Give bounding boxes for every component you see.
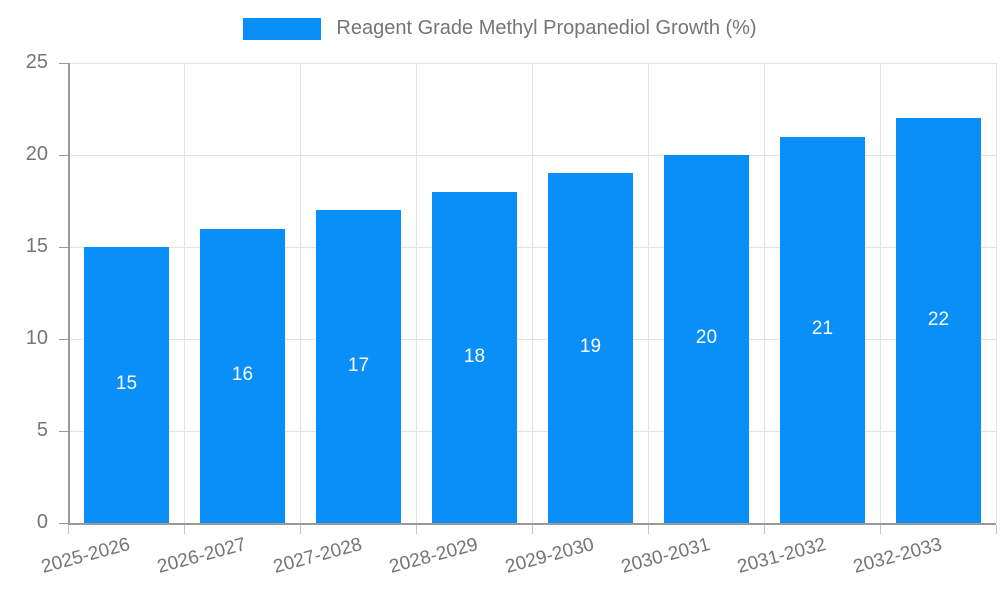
x-gridline bbox=[996, 63, 997, 523]
x-gridline bbox=[300, 63, 301, 523]
x-gridline bbox=[880, 63, 881, 523]
legend[interactable]: Reagent Grade Methyl Propanediol Growth … bbox=[0, 17, 1000, 40]
x-axis-tick bbox=[184, 525, 185, 534]
y-axis-tick-label: 0 bbox=[36, 511, 48, 533]
x-axis-category-label: 2030-2031 bbox=[619, 534, 713, 578]
x-gridline bbox=[764, 63, 765, 523]
x-axis-category-label: 2028-2029 bbox=[387, 534, 481, 578]
x-axis-category-label: 2032-2033 bbox=[851, 534, 945, 578]
x-axis-category-label: 2025-2026 bbox=[39, 534, 133, 578]
x-axis-category-label: 2029-2030 bbox=[503, 534, 597, 578]
bar bbox=[780, 137, 865, 523]
x-axis-tick bbox=[532, 525, 533, 534]
bar bbox=[84, 247, 169, 523]
bar bbox=[548, 173, 633, 523]
bar bbox=[316, 210, 401, 523]
x-axis-tick bbox=[68, 525, 69, 534]
y-axis-tick bbox=[59, 247, 68, 248]
y-axis-tick bbox=[59, 523, 68, 524]
x-axis-category-label: 2031-2032 bbox=[735, 534, 829, 578]
bar bbox=[200, 229, 285, 523]
x-gridline bbox=[416, 63, 417, 523]
x-gridline bbox=[184, 63, 185, 523]
x-axis-category-label: 2026-2027 bbox=[155, 534, 249, 578]
y-axis-tick bbox=[59, 155, 68, 156]
y-axis-tick-label: 25 bbox=[25, 51, 48, 73]
x-axis-tick bbox=[764, 525, 765, 534]
y-axis-tick-label: 20 bbox=[25, 143, 48, 165]
y-axis-tick bbox=[59, 339, 68, 340]
x-gridline bbox=[532, 63, 533, 523]
y-axis-tick-label: 5 bbox=[36, 419, 48, 441]
legend-label: Reagent Grade Methyl Propanediol Growth … bbox=[336, 17, 757, 39]
bar bbox=[664, 155, 749, 523]
x-axis-category-label: 2027-2028 bbox=[271, 534, 365, 578]
x-gridline bbox=[648, 63, 649, 523]
legend-swatch bbox=[243, 17, 322, 40]
x-axis-tick bbox=[996, 525, 997, 534]
y-axis-tick bbox=[59, 431, 68, 432]
x-axis-tick bbox=[300, 525, 301, 534]
x-axis-tick bbox=[880, 525, 881, 534]
bar bbox=[432, 192, 517, 523]
x-axis-line bbox=[68, 523, 996, 525]
bar bbox=[896, 118, 981, 523]
y-axis-line bbox=[68, 63, 70, 525]
y-axis-tick-label: 15 bbox=[25, 235, 48, 257]
y-axis-tick bbox=[59, 63, 68, 64]
x-axis-tick bbox=[648, 525, 649, 534]
x-axis-tick bbox=[416, 525, 417, 534]
y-axis-tick-label: 10 bbox=[25, 327, 48, 349]
